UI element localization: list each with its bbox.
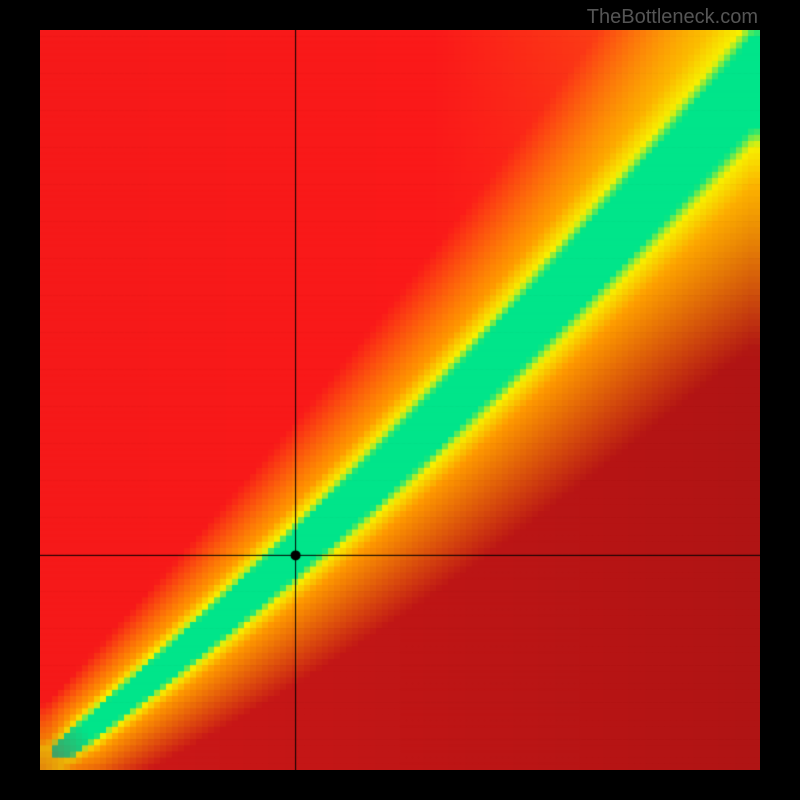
- bottleneck-heatmap-canvas: [40, 30, 760, 770]
- watermark-text: TheBottleneck.com: [587, 6, 758, 29]
- plot-area: [40, 30, 760, 770]
